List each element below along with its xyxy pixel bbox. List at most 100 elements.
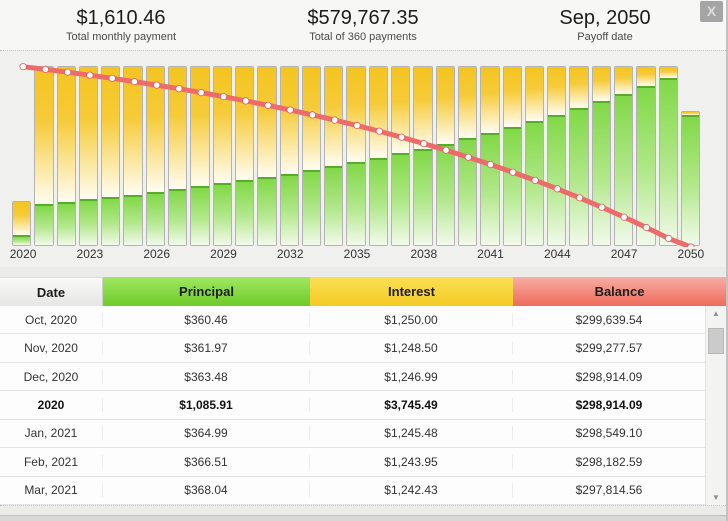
chart-bar-2035[interactable] (346, 66, 366, 246)
chart-bar-2049[interactable] (658, 66, 678, 246)
table-header-row: Date Principal Interest Balance (0, 277, 726, 306)
total-payments-label: Total of 360 payments (309, 31, 417, 43)
cell-balance: $298,182.59 (575, 454, 643, 469)
chart-bar-2034[interactable] (324, 66, 344, 246)
chart-bar-2029[interactable] (212, 66, 232, 246)
chart-bar-2022[interactable] (56, 66, 76, 246)
chart-bar-slot (324, 66, 344, 246)
principal-segment (213, 183, 231, 245)
chart-bar-2046[interactable] (591, 66, 612, 246)
chart-bar-slot (591, 66, 612, 246)
scroll-down-icon[interactable]: ▼ (712, 493, 720, 502)
chart-bar-2025[interactable] (123, 66, 143, 246)
interest-segment (325, 67, 343, 167)
interest-segment (102, 67, 120, 198)
chart-bar-slot (391, 66, 411, 246)
chart-bars (12, 66, 701, 246)
chart-bar-2032[interactable] (279, 66, 299, 246)
principal-segment (481, 133, 499, 245)
interest-segment (659, 67, 677, 79)
scroll-up-icon[interactable]: ▲ (712, 309, 720, 318)
chart-bar-2037[interactable] (391, 66, 411, 246)
cell-interest: $1,246.99 (310, 369, 513, 384)
x-tick-label-2023: 2023 (76, 247, 104, 261)
principal-segment (369, 157, 388, 245)
chart-bar-slot (212, 66, 232, 246)
monthly-payment-label: Total monthly payment (65, 31, 177, 43)
table-row: 2020 $1,085.91 $3,745.49 $298,914.09 (0, 391, 705, 420)
chart-bar-2024[interactable] (101, 66, 121, 246)
principal-segment (436, 143, 454, 245)
stat-total-payments: $579,767.35 Total of 360 payments (242, 6, 484, 45)
cell-principal: $368.04 (103, 483, 310, 498)
chart-bar-2045[interactable] (569, 66, 589, 246)
payoff-date-label: Payoff date (577, 31, 633, 43)
cell-balance: $298,914.09 (575, 397, 643, 412)
chart-bar-2021[interactable] (34, 66, 54, 246)
chart-bar-2031[interactable] (257, 66, 277, 246)
principal-segment (615, 93, 633, 245)
table-row: Oct, 2020 $360.46 $1,250.00 $299,639.54 (0, 306, 705, 335)
chart-bar-2048[interactable] (636, 66, 656, 246)
payoff-date-value: Sep, 2050 (559, 7, 651, 29)
interest-segment (592, 67, 610, 102)
x-tick-label-2026: 2026 (143, 247, 171, 261)
principal-segment (458, 138, 477, 245)
principal-segment (235, 180, 254, 245)
chart-bar-2047[interactable] (614, 66, 634, 246)
interest-segment (392, 67, 410, 154)
chart-bar-slot (680, 66, 701, 246)
chart-bar-2038[interactable] (413, 66, 433, 246)
chart-bar-slot (569, 66, 589, 246)
interest-segment (57, 67, 75, 202)
chart-bar-slot (457, 66, 478, 246)
chart-bar-2028[interactable] (190, 66, 210, 246)
chart-bar-2023[interactable] (78, 66, 99, 246)
interest-segment (213, 67, 231, 184)
x-tick-label-2044: 2044 (543, 247, 571, 261)
interest-segment (258, 67, 276, 177)
cell-interest: $1,248.50 (310, 341, 513, 356)
chart-bar-slot (123, 66, 143, 246)
chart-bar-2033[interactable] (301, 66, 322, 246)
chart-bar-2039[interactable] (435, 66, 455, 246)
chart-bar-2020[interactable] (12, 201, 32, 246)
monthly-payment-value: $1,610.46 (76, 7, 166, 29)
stat-payoff-date: Sep, 2050 Payoff date (484, 6, 726, 45)
interest-segment (548, 67, 566, 115)
chart-bar-2040[interactable] (457, 66, 478, 246)
interest-segment (637, 67, 655, 87)
chart-bar-slot (614, 66, 634, 246)
scrollbar-thumb[interactable] (708, 328, 724, 354)
cell-date: Dec, 2020 (0, 369, 103, 384)
principal-segment (169, 189, 187, 245)
amortization-chart: 2020 2023 2026 2029 2032 2035 2038 2041 2044 2047… (0, 51, 726, 267)
interest-segment (35, 67, 53, 204)
table-scrollbar[interactable]: ▲ ▼ (705, 306, 726, 505)
chart-bar-2050[interactable] (680, 111, 701, 246)
cell-principal: $360.46 (103, 312, 310, 327)
cell-balance: $298,549.10 (575, 426, 643, 441)
chart-bar-slot (413, 66, 433, 246)
chart-bar-2027[interactable] (168, 66, 188, 246)
chart-bar-2030[interactable] (234, 66, 255, 246)
interest-segment (347, 67, 365, 162)
interest-segment (458, 67, 477, 139)
chart-x-axis: 2020 2023 2026 2029 2032 2035 2038 2041 2044 2047… (0, 247, 726, 267)
close-icon[interactable]: X (700, 1, 723, 22)
x-tick-label-2029: 2029 (210, 247, 237, 261)
chart-bar-2044[interactable] (547, 66, 567, 246)
principal-segment (302, 169, 321, 245)
chart-bar-2036[interactable] (368, 66, 389, 246)
x-tick-label-2050: 2050 (677, 247, 705, 261)
stat-monthly-payment: $1,610.46 Total monthly payment (0, 6, 242, 45)
principal-segment (570, 108, 588, 245)
chart-bar-2043[interactable] (524, 66, 545, 246)
cell-date: Jan, 2021 (0, 426, 103, 441)
chart-bar-2042[interactable] (502, 66, 522, 246)
chart-bar-2041[interactable] (480, 66, 500, 246)
chart-bar-2026[interactable] (145, 66, 166, 246)
chart-bar-slot (480, 66, 500, 246)
chart-bar-slot (547, 66, 567, 246)
chart-bar-slot (168, 66, 188, 246)
